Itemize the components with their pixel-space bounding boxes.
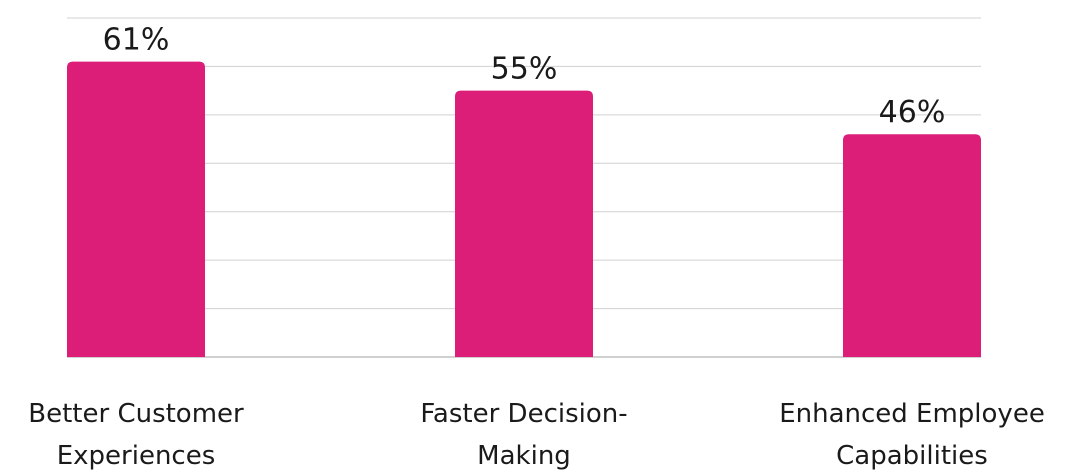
category-label-line: Better Customer: [28, 399, 244, 429]
category-label: Faster Decision- Making: [420, 399, 627, 471]
category-labels: Better Customer Experiences Faster Decisio…: [28, 399, 1045, 471]
bar-value-label: 46%: [879, 95, 946, 130]
category-label-line: Experiences: [57, 441, 216, 471]
category-label-line: Enhanced Employee: [779, 399, 1045, 429]
bar-value-label: 61%: [103, 23, 170, 58]
bar: [843, 134, 981, 357]
category-label-line: Capabilities: [836, 441, 988, 471]
category-label-line: Making: [477, 441, 571, 471]
value-labels: 61% 55% 46%: [103, 23, 946, 131]
category-label-line: Faster Decision-: [420, 399, 627, 429]
bar: [455, 90, 593, 358]
category-label: Enhanced Employee Capabilities: [779, 399, 1045, 471]
category-label: Better Customer Experiences: [28, 399, 244, 471]
bar-value-label: 55%: [491, 52, 558, 87]
bars: [67, 61, 981, 358]
bar: [67, 61, 205, 357]
